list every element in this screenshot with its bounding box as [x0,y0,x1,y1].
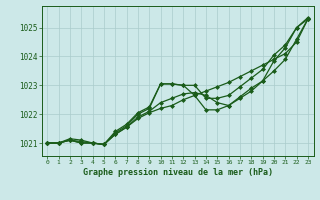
X-axis label: Graphe pression niveau de la mer (hPa): Graphe pression niveau de la mer (hPa) [83,168,273,177]
